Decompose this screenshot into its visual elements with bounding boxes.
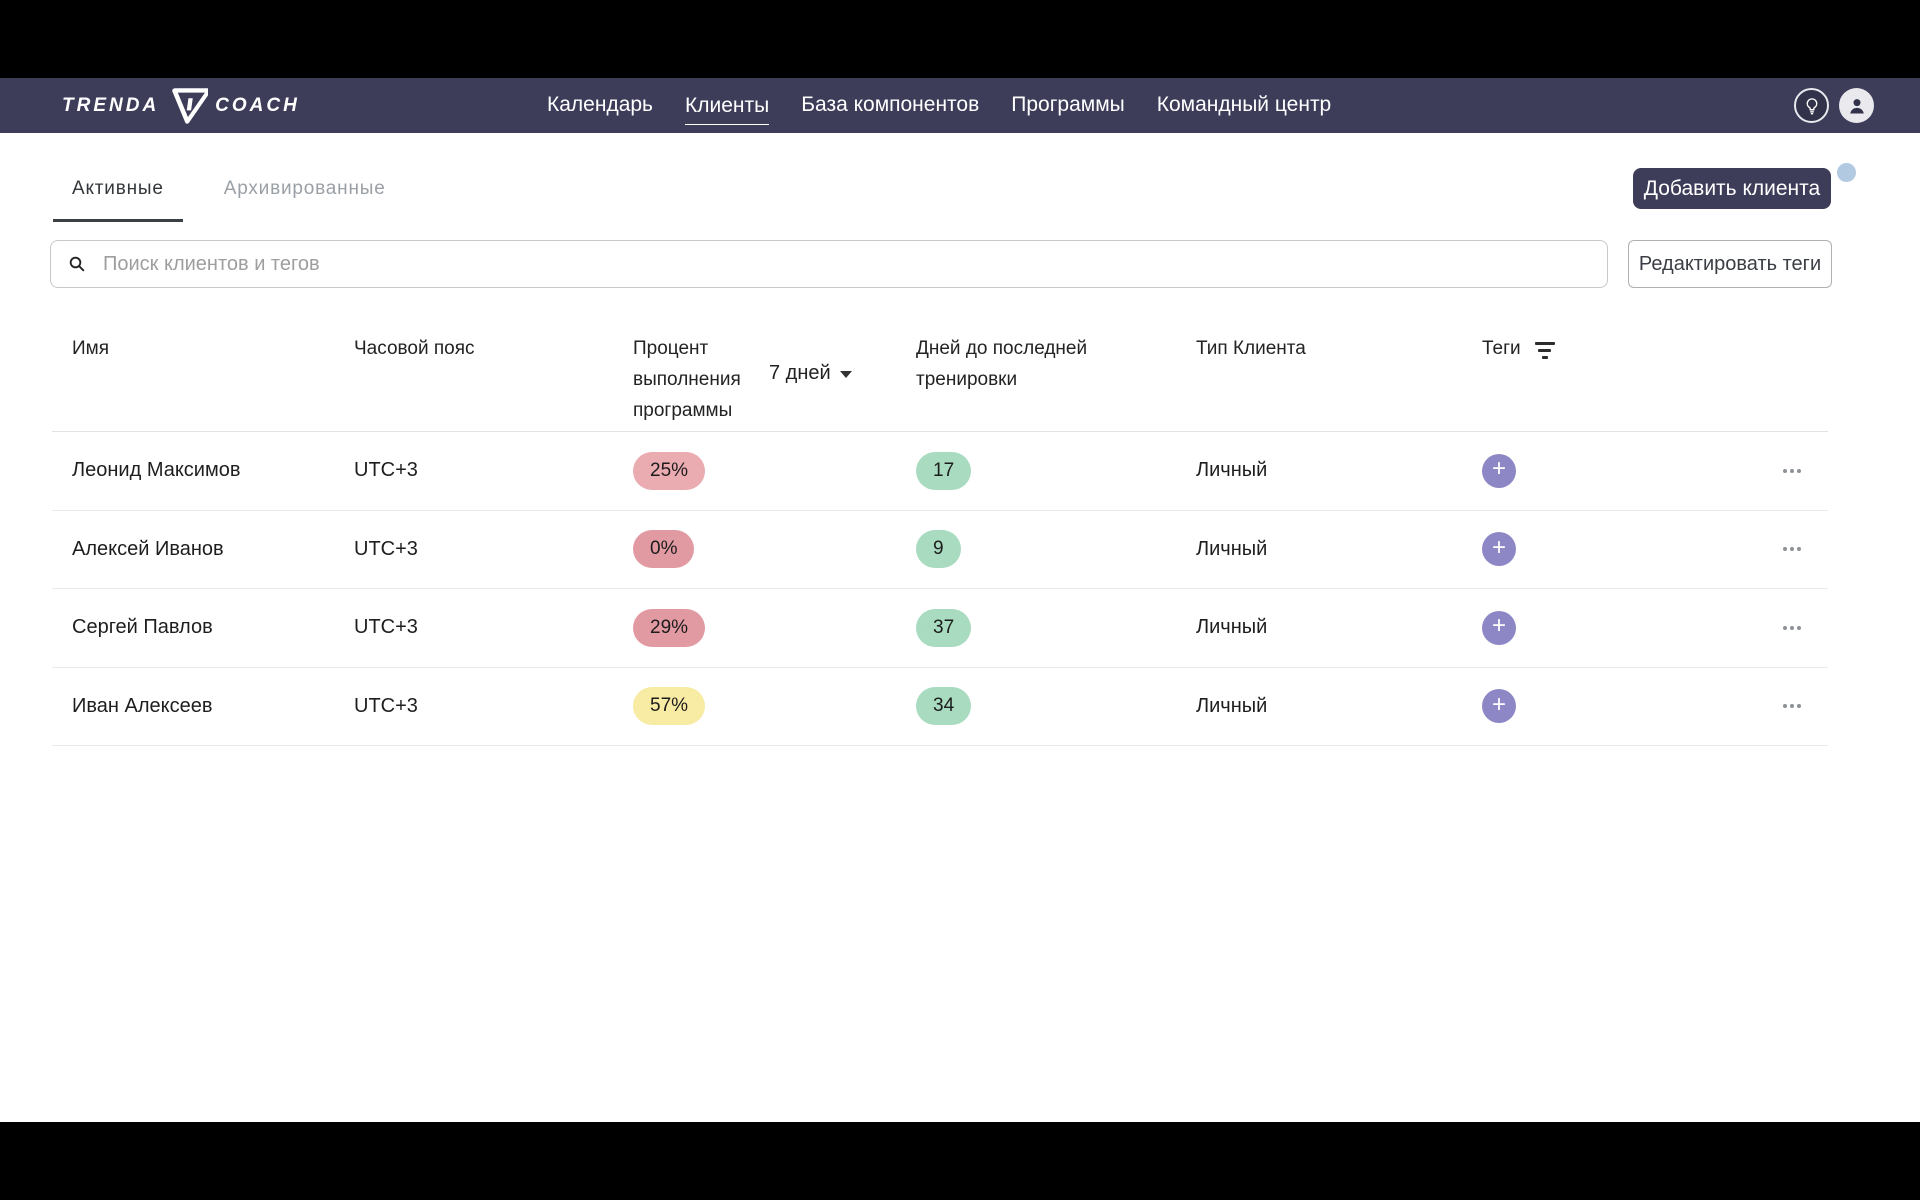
- col-header-tags-label: Теги: [1482, 338, 1521, 359]
- client-name: Иван Алексеев: [72, 694, 213, 717]
- add-tag-button[interactable]: +: [1482, 610, 1516, 645]
- row-more-button[interactable]: [1781, 541, 1803, 557]
- search-input[interactable]: [103, 252, 1591, 276]
- row-more-button[interactable]: [1781, 698, 1803, 714]
- col-header-completion: Процент выполнения программы 7 дней: [633, 333, 916, 431]
- chevron-down-icon: [839, 371, 852, 378]
- nav-item-command-center[interactable]: Командный центр: [1156, 92, 1332, 116]
- table-row[interactable]: Сергей Павлов UTC+3 29% 37 Личный +: [52, 589, 1828, 668]
- col-header-timezone: Часовой пояс: [354, 338, 475, 359]
- col-header-completion-label: Процент выполнения программы: [633, 338, 741, 421]
- search-bar[interactable]: [50, 240, 1608, 288]
- add-tag-button[interactable]: +: [1482, 689, 1516, 724]
- client-timezone: UTC+3: [354, 694, 418, 717]
- completion-badge: 25%: [633, 451, 706, 490]
- completion-badge: 57%: [633, 687, 706, 726]
- client-name: Сергей Павлов: [72, 616, 213, 639]
- row-more-button[interactable]: [1781, 620, 1803, 636]
- brand-logo[interactable]: TRENDA COACH: [62, 78, 300, 133]
- days-badge: 37: [916, 608, 972, 647]
- cursor-dot: [1837, 163, 1856, 182]
- client-type: Личный: [1196, 694, 1268, 717]
- days-badge: 34: [916, 687, 972, 726]
- help-button[interactable]: [1794, 88, 1829, 123]
- table-row[interactable]: Иван Алексеев UTC+3 57% 34 Личный +: [52, 668, 1828, 746]
- table-row[interactable]: Леонид Максимов UTC+3 25% 17 Личный +: [52, 432, 1828, 511]
- magnifier-icon: [69, 256, 85, 272]
- client-type: Личный: [1196, 537, 1268, 560]
- client-type: Личный: [1196, 459, 1268, 482]
- days-badge: 17: [916, 451, 972, 490]
- period-dropdown-value: 7 дней: [769, 362, 831, 384]
- col-header-days: Дней до последней тренировки: [916, 338, 1088, 390]
- client-timezone: UTC+3: [354, 537, 418, 560]
- client-name: Леонид Максимов: [72, 459, 241, 482]
- tab-archived-clients[interactable]: Архивированные: [223, 178, 386, 199]
- completion-badge: 0%: [633, 530, 695, 569]
- days-badge: 9: [916, 530, 961, 569]
- table-header-row: Имя Часовой пояс Процент выполнения прог…: [52, 318, 1828, 432]
- bottom-letterbox-bar: [0, 1122, 1920, 1200]
- brand-word-left: TRENDA: [62, 94, 160, 116]
- nav-item-calendar[interactable]: Календарь: [547, 92, 653, 116]
- nav-item-clients[interactable]: Клиенты: [685, 94, 770, 125]
- tc-emblem-icon: [172, 87, 209, 124]
- client-name: Алексей Иванов: [72, 537, 224, 560]
- person-icon: [1849, 98, 1864, 114]
- completion-badge: 29%: [633, 608, 706, 647]
- filter-icon[interactable]: [1534, 342, 1555, 359]
- col-header-tags: Теги: [1482, 333, 1722, 431]
- period-dropdown[interactable]: 7 дней: [769, 358, 852, 389]
- nav-item-programs[interactable]: Программы: [1011, 92, 1125, 116]
- col-header-client-type: Тип Клиента: [1196, 338, 1306, 359]
- add-tag-button[interactable]: +: [1482, 453, 1516, 488]
- profile-button[interactable]: [1839, 88, 1874, 123]
- table-row[interactable]: Алексей Иванов UTC+3 0% 9 Личный +: [52, 511, 1828, 589]
- top-letterbox-bar: [0, 0, 1920, 78]
- clients-table: Имя Часовой пояс Процент выполнения прог…: [52, 318, 1828, 746]
- nav-item-component-base[interactable]: База компонентов: [801, 92, 980, 116]
- brand-word-right: COACH: [215, 94, 300, 116]
- client-type: Личный: [1196, 616, 1268, 639]
- col-header-name: Имя: [72, 338, 110, 359]
- edit-tags-button[interactable]: Редактировать теги: [1628, 240, 1832, 288]
- client-timezone: UTC+3: [354, 459, 418, 482]
- main-nav: Календарь Клиенты База компонентов Прогр…: [547, 78, 1331, 133]
- add-tag-button[interactable]: +: [1482, 532, 1516, 567]
- row-more-button[interactable]: [1781, 463, 1803, 479]
- client-list-tabs: Активные Архивированные: [53, 170, 405, 222]
- tab-active-clients[interactable]: Активные: [53, 170, 183, 222]
- navbar: TRENDA COACH Календарь Клиенты База комп…: [0, 78, 1920, 133]
- add-client-button[interactable]: Добавить клиента: [1633, 168, 1831, 209]
- lightbulb-icon: [1806, 97, 1817, 114]
- client-timezone: UTC+3: [354, 616, 418, 639]
